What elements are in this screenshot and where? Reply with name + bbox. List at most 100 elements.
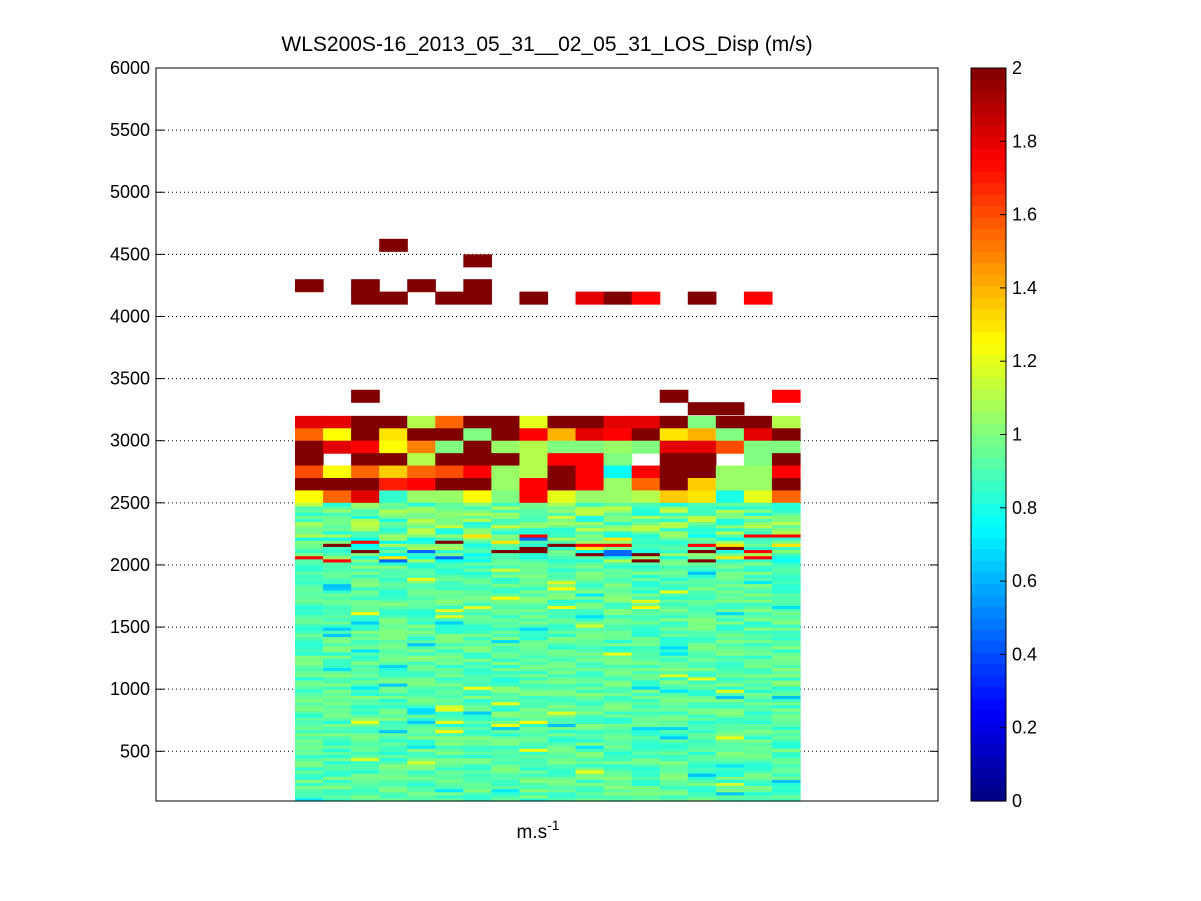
heatmap-cell xyxy=(519,589,549,594)
heatmap-cell xyxy=(519,661,549,665)
heatmap-cell xyxy=(519,655,549,659)
heatmap-cell xyxy=(379,655,408,659)
heatmap-cell xyxy=(323,477,352,492)
heatmap-cell xyxy=(491,769,521,774)
heatmap-cell xyxy=(323,583,352,588)
heatmap-cell xyxy=(407,279,436,293)
heatmap-cell xyxy=(519,686,549,690)
heatmap-cell xyxy=(351,543,380,547)
heatmap-cell xyxy=(323,698,352,703)
heatmap-cell xyxy=(323,779,352,783)
heatmap-cell xyxy=(743,465,773,479)
heatmap-cell xyxy=(379,512,408,516)
heatmap-cell xyxy=(715,769,745,774)
heatmap-cell xyxy=(407,568,436,572)
heatmap-cell xyxy=(771,757,801,762)
heatmap-cell xyxy=(547,757,577,762)
heatmap-cell xyxy=(547,664,577,669)
heatmap-cell xyxy=(547,518,577,523)
heatmap-cell xyxy=(323,751,352,756)
heatmap-cell xyxy=(575,564,605,569)
heatmap-cell xyxy=(687,633,717,637)
heatmap-cell xyxy=(323,502,352,507)
heatmap-cell xyxy=(771,527,801,532)
heatmap-cell xyxy=(575,769,605,774)
heatmap-cell xyxy=(771,698,801,703)
heatmap-cell xyxy=(659,655,689,659)
heatmap-cell xyxy=(631,561,661,566)
heatmap-cell xyxy=(715,564,745,569)
heatmap-cell xyxy=(491,791,521,796)
heatmap-cell xyxy=(519,440,549,454)
heatmap-cell xyxy=(463,645,492,650)
heatmap-cell xyxy=(743,620,773,625)
heatmap-cell xyxy=(435,415,464,429)
heatmap-cell xyxy=(603,620,633,625)
heatmap-cell xyxy=(491,760,521,765)
heatmap-cell xyxy=(463,732,492,737)
heatmap-cell xyxy=(575,639,605,644)
heatmap-cell xyxy=(659,726,689,731)
heatmap-cell xyxy=(463,571,492,575)
heatmap-cell xyxy=(687,617,717,622)
heatmap-cell xyxy=(379,745,408,749)
heatmap-cell xyxy=(379,549,408,554)
heatmap-cell xyxy=(687,440,717,454)
heatmap-cell xyxy=(379,521,408,526)
heatmap-cell xyxy=(631,505,661,510)
heatmap-cell xyxy=(715,608,745,613)
heatmap-cell xyxy=(407,670,436,675)
heatmap-cell xyxy=(547,561,577,566)
heatmap-cell xyxy=(295,723,324,728)
heatmap-cell xyxy=(715,583,745,588)
heatmap-cell xyxy=(631,794,661,799)
heatmap-cell xyxy=(771,633,801,637)
heatmap-cell xyxy=(435,729,464,734)
heatmap-cell xyxy=(463,773,492,777)
heatmap-cell xyxy=(603,766,633,771)
heatmap-cell xyxy=(631,782,661,787)
heatmap-cell xyxy=(407,555,436,560)
heatmap-cell xyxy=(463,658,492,662)
heatmap-cell xyxy=(715,527,745,532)
heatmap-cell xyxy=(323,518,352,523)
heatmap-cell xyxy=(491,574,521,578)
colorbar-segment xyxy=(971,216,1006,229)
heatmap-cell xyxy=(659,720,689,724)
heatmap-cell xyxy=(687,769,717,774)
heatmap-cell xyxy=(435,540,464,544)
heatmap-cell xyxy=(407,782,436,787)
heatmap-cell xyxy=(547,589,577,594)
heatmap-cell xyxy=(575,707,605,712)
heatmap-cell xyxy=(631,695,661,700)
heatmap-cell xyxy=(379,782,408,787)
heatmap-cell xyxy=(743,505,773,510)
heatmap-cell xyxy=(351,521,380,526)
heatmap-cell xyxy=(771,673,801,678)
heatmap-cell xyxy=(603,518,633,523)
heatmap-cell xyxy=(435,710,464,715)
colorbar-segment xyxy=(971,423,1006,436)
heatmap-cell xyxy=(743,797,773,802)
colorbar-segment xyxy=(971,125,1006,138)
colorbar-segment xyxy=(971,526,1006,539)
heatmap-cell xyxy=(323,552,352,557)
heatmap-cell xyxy=(323,633,352,637)
heatmap-cell xyxy=(491,785,521,790)
heatmap-cell xyxy=(715,543,745,547)
heatmap-cell xyxy=(603,428,633,442)
heatmap-cell xyxy=(407,673,436,678)
heatmap-cell xyxy=(743,763,773,768)
heatmap-cell xyxy=(575,748,605,752)
heatmap-cell xyxy=(407,599,436,603)
heatmap-cell xyxy=(771,645,801,650)
heatmap-cell xyxy=(295,477,324,492)
heatmap-cell xyxy=(743,707,773,712)
heatmap-cell xyxy=(631,729,661,734)
heatmap-cell xyxy=(575,645,605,650)
heatmap-cell xyxy=(687,655,717,659)
heatmap-cell xyxy=(435,571,464,575)
heatmap-cell xyxy=(295,667,324,672)
heatmap-cell xyxy=(463,502,492,507)
heatmap-cell xyxy=(547,577,577,582)
